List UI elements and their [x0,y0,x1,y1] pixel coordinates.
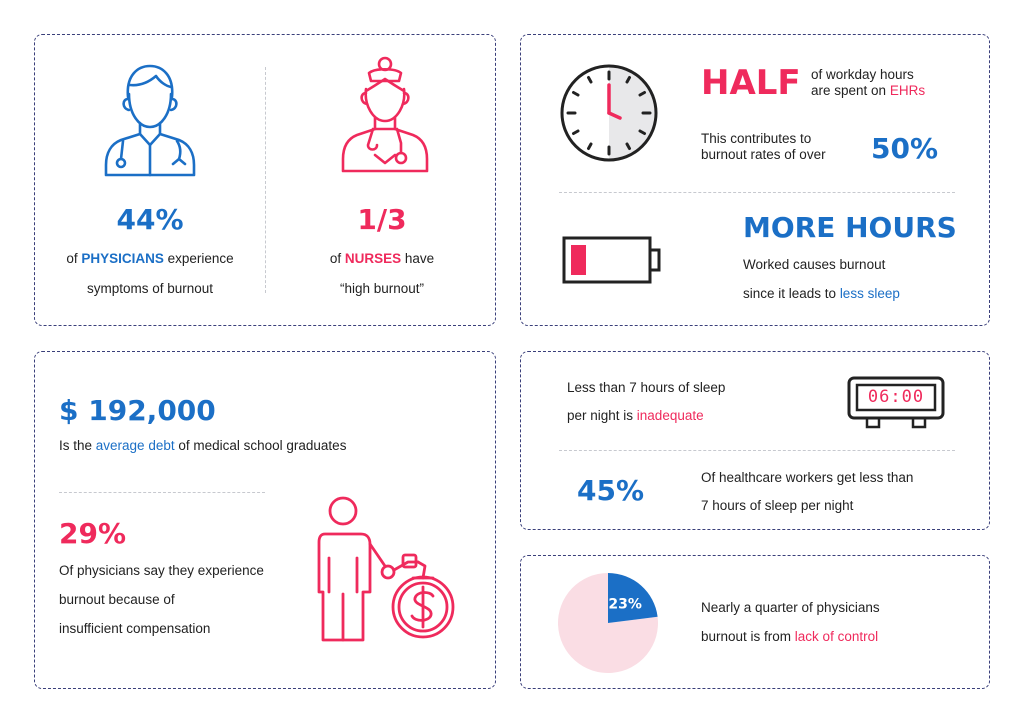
compensation-line3: insufficient compensation [59,621,211,636]
physicians-stat: 44% [116,203,184,236]
debt-compensation-card: $ 192,000 Is the average debt of medical… [34,351,496,689]
pie-slice-0 [608,573,658,623]
nurse-icon [341,56,429,173]
contrib-text: This contributes to burnout rates of ove… [701,131,826,163]
person-with-money-bag-icon [317,496,455,642]
horizontal-divider [559,450,955,451]
physicians-highlight: PHYSICIANS [81,251,164,266]
sleep-line2: per night is inadequate [567,408,704,423]
more-hours-line1: Worked causes burnout [743,257,886,272]
horizontal-divider [559,192,955,193]
debt-text: Is the average debt of medical school gr… [59,438,347,453]
sleep-line1: Less than 7 hours of sleep [567,380,726,395]
inadequate-highlight: inadequate [636,408,704,423]
lack-of-control-highlight: lack of control [794,629,879,644]
more-hours-title: MORE HOURS [743,211,957,244]
compensation-line1: Of physicians say they experience [59,563,264,578]
half-text: of workday hours are spent on EHRs [811,67,926,99]
ehrs-highlight: EHRs [889,83,926,99]
nurses-text: of NURSES have [329,251,435,266]
compensation-stat: 29% [59,517,127,550]
average-debt-highlight: average debt [95,438,175,453]
compensation-line2: burnout because of [59,592,175,607]
doctor-icon [104,64,196,177]
sleep-card: Less than 7 hours of sleep per night is … [520,351,990,530]
control-line1: Nearly a quarter of physicians [701,600,880,615]
workers-line1: Of healthcare workers get less than [701,470,914,485]
pie-chart: 23% [558,573,658,673]
lack-of-control-card: 23% Nearly a quarter of physicians burno… [520,555,990,689]
ehr-hours-card: HALF of workday hours are spent on EHRs … [520,34,990,326]
vertical-divider [265,67,266,293]
pie-label-0: 23% [608,596,642,612]
half-title: HALF [701,63,801,103]
nurses-text-line2: “high burnout” [339,281,425,296]
alarm-clock-display: 06:00 [867,387,925,407]
debt-stat: $ 192,000 [59,394,216,427]
less-sleep-highlight: less sleep [839,286,900,301]
clock-icon [560,64,658,162]
nurses-stat: 1/3 [357,203,407,236]
alarm-clock-icon: 06:00 [847,376,945,430]
physicians-text-line2: symptoms of burnout [86,281,214,296]
physicians-text: of PHYSICIANS experience [66,251,234,266]
more-hours-line2: since it leads to less sleep [743,286,900,301]
contrib-stat: 50% [871,132,939,165]
workers-line2: 7 hours of sleep per night [701,498,854,513]
battery-low-icon [562,236,661,284]
nurses-highlight: NURSES [344,251,402,266]
physicians-nurses-card: 44% of PHYSICIANS experience symptoms of… [34,34,496,326]
control-line2: burnout is from lack of control [701,629,879,644]
horizontal-divider [59,492,265,493]
workers-stat: 45% [577,474,645,507]
